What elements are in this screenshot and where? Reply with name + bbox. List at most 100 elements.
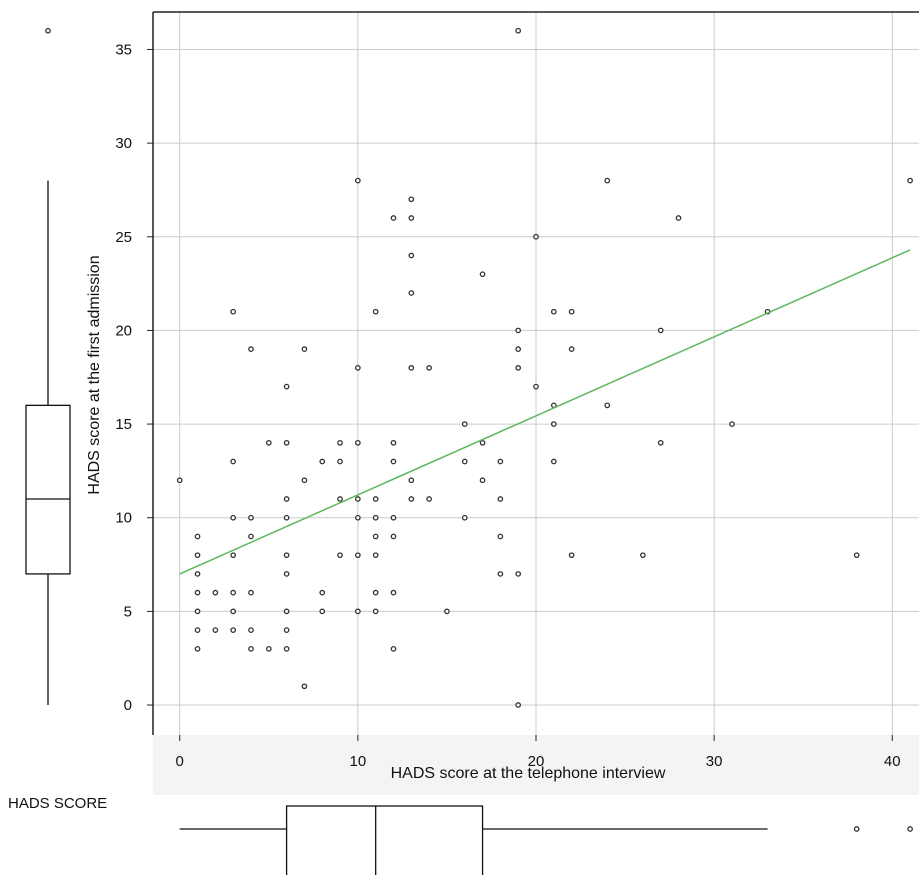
y-axis-ticks: 0 5 10 15 20 25 30 35 xyxy=(115,41,153,714)
data-point xyxy=(230,552,237,559)
x-axis-title: HADS score at the telephone interview xyxy=(391,765,666,782)
data-point xyxy=(390,589,397,596)
data-point xyxy=(230,627,237,633)
data-point xyxy=(461,458,468,465)
data-point xyxy=(337,552,343,559)
data-point xyxy=(568,552,575,559)
data-point xyxy=(194,645,201,652)
data-point xyxy=(390,215,397,221)
data-point xyxy=(283,552,290,559)
data-point xyxy=(283,571,290,577)
data-point xyxy=(194,533,201,540)
data-point xyxy=(283,608,290,615)
data-point xyxy=(408,496,415,502)
data-point xyxy=(372,533,379,540)
y-tick-label: 20 xyxy=(115,322,132,339)
data-point xyxy=(550,308,557,315)
data-point xyxy=(283,627,290,633)
data-point xyxy=(337,458,343,465)
data-point xyxy=(426,496,432,502)
x-tick-label: 40 xyxy=(884,753,901,770)
data-point xyxy=(319,458,326,465)
data-points xyxy=(176,27,913,708)
x-tick-label: 10 xyxy=(350,753,367,770)
data-point xyxy=(497,533,504,540)
data-point xyxy=(390,533,397,540)
data-point xyxy=(337,439,343,446)
data-point xyxy=(319,608,326,615)
data-point xyxy=(550,458,557,465)
data-point xyxy=(408,365,415,371)
data-point xyxy=(390,514,397,521)
data-point xyxy=(675,215,682,221)
data-point xyxy=(355,177,361,184)
data-point xyxy=(640,552,646,559)
data-point xyxy=(283,645,290,652)
data-point xyxy=(319,589,326,596)
data-point xyxy=(408,252,415,259)
data-point xyxy=(853,552,860,559)
x-axis-band xyxy=(153,735,919,795)
data-point xyxy=(194,589,201,596)
data-point xyxy=(461,514,468,521)
data-point xyxy=(497,571,504,577)
data-point xyxy=(657,439,664,446)
data-point xyxy=(301,477,308,484)
data-point xyxy=(479,271,486,278)
data-point xyxy=(372,589,379,596)
data-point xyxy=(408,290,415,296)
data-point xyxy=(248,514,254,521)
data-point xyxy=(390,458,397,465)
data-point xyxy=(337,496,343,502)
data-point xyxy=(194,552,201,559)
data-point xyxy=(408,196,415,203)
data-point xyxy=(479,477,486,484)
boxplot-label: HADS SCORE xyxy=(8,795,107,812)
data-point xyxy=(604,402,611,409)
y-tick-label: 10 xyxy=(115,510,132,527)
trend-line xyxy=(179,249,911,575)
data-point xyxy=(604,177,611,184)
data-point xyxy=(265,439,272,446)
data-point xyxy=(497,458,504,465)
y-boxplot-box xyxy=(25,404,71,575)
y-axis-title: HADS score at the first admission xyxy=(86,255,103,494)
y-tick-label: 30 xyxy=(115,135,132,152)
data-point xyxy=(230,608,237,615)
data-point xyxy=(248,645,254,652)
x-boxplot-box xyxy=(285,805,484,875)
x-tick-label: 0 xyxy=(176,753,184,770)
data-point xyxy=(372,308,379,315)
data-point xyxy=(657,327,664,334)
data-point xyxy=(230,458,237,465)
data-point xyxy=(515,365,522,371)
data-point xyxy=(390,439,397,446)
data-point xyxy=(212,589,219,596)
data-point xyxy=(568,308,575,315)
data-point xyxy=(515,346,522,353)
data-point xyxy=(248,533,254,540)
data-point xyxy=(194,627,201,633)
data-point xyxy=(408,215,415,221)
data-point xyxy=(568,346,575,353)
data-point xyxy=(248,627,254,633)
data-point xyxy=(390,645,397,652)
data-point xyxy=(230,589,237,596)
data-point xyxy=(283,383,290,390)
y-tick-label: 5 xyxy=(124,603,132,620)
y-tick-label: 35 xyxy=(115,41,132,58)
data-point xyxy=(372,496,379,502)
data-point xyxy=(533,383,539,390)
y-tick-label: 15 xyxy=(115,416,132,433)
x-marginal-boxplot xyxy=(179,805,913,875)
y-tick-label: 25 xyxy=(115,229,132,246)
data-point xyxy=(355,365,361,371)
data-point xyxy=(301,346,308,353)
y-marginal-boxplot xyxy=(25,27,71,706)
data-point xyxy=(515,27,522,34)
data-point xyxy=(301,683,308,690)
data-point xyxy=(372,514,379,521)
data-point xyxy=(355,439,361,446)
data-point xyxy=(212,627,219,633)
